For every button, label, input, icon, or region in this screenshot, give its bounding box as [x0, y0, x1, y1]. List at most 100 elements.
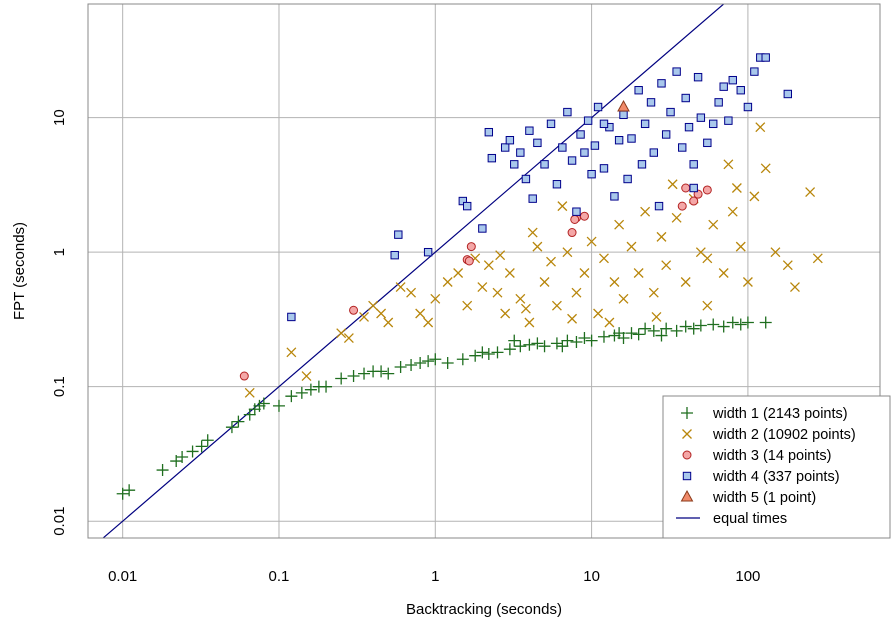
- data-point: [462, 300, 473, 311]
- y-tick-label: 1: [51, 248, 68, 256]
- data-point: [394, 230, 403, 239]
- data-point: [702, 253, 713, 264]
- data-point: [156, 464, 169, 477]
- data-point: [646, 98, 656, 107]
- data-point: [469, 349, 482, 362]
- data-point: [680, 277, 691, 287]
- series-5: [617, 99, 630, 112]
- data-point: [295, 386, 308, 399]
- data-point: [661, 260, 672, 271]
- data-point: [585, 334, 598, 347]
- legend-label: width 3 (14 points): [712, 448, 831, 464]
- series-1: [116, 316, 772, 500]
- data-point: [561, 334, 574, 347]
- data-point: [515, 293, 526, 304]
- data-point: [458, 196, 468, 206]
- grid-lines: [88, 4, 880, 538]
- data-point: [382, 367, 395, 380]
- data-point: [524, 317, 535, 328]
- data-point: [116, 487, 129, 500]
- data-point: [423, 317, 434, 328]
- data-point: [503, 343, 516, 356]
- data-point: [678, 143, 687, 152]
- plot-frame: [87, 3, 881, 539]
- data-point: [558, 143, 567, 152]
- data-point: [335, 372, 348, 385]
- y-tick-labels: 0.01 0.1 1 10: [51, 109, 68, 535]
- data-point: [689, 160, 698, 169]
- data-point: [441, 357, 454, 370]
- legend-label: width 4 (337 points): [712, 469, 840, 485]
- data-point: [687, 322, 700, 335]
- data-point: [583, 116, 593, 125]
- data-point: [442, 277, 453, 287]
- data-point: [619, 110, 628, 120]
- data-point: [609, 277, 620, 287]
- data-point: [587, 169, 596, 179]
- data-point: [593, 102, 603, 112]
- data-point: [429, 353, 442, 366]
- data-point: [684, 122, 694, 132]
- data-point: [709, 119, 718, 129]
- data-point: [466, 242, 476, 252]
- data-point: [286, 347, 297, 358]
- data-point: [805, 187, 816, 197]
- data-point: [750, 67, 759, 76]
- data-point: [456, 353, 469, 366]
- data-point: [514, 340, 527, 353]
- data-point: [552, 180, 562, 189]
- data-point: [533, 138, 542, 148]
- data-point: [578, 332, 591, 345]
- data-point: [735, 241, 746, 252]
- data-point: [430, 293, 441, 304]
- x-tick-labels: 0.01 0.1 1 10 100: [108, 568, 760, 585]
- series-4: [287, 53, 793, 322]
- data-point: [604, 317, 615, 328]
- data-point: [681, 93, 690, 103]
- data-point: [406, 287, 417, 298]
- data-point: [672, 67, 681, 76]
- series-3: [239, 183, 712, 381]
- data-point: [500, 308, 511, 319]
- data-point: [657, 79, 666, 88]
- data-point: [521, 174, 531, 184]
- legend-label: width 1 (2143 points): [712, 406, 848, 422]
- data-point: [556, 340, 569, 353]
- data-point: [244, 387, 255, 398]
- data-point: [478, 224, 487, 233]
- data-point: [679, 320, 692, 333]
- data-point: [727, 206, 738, 217]
- data-point: [579, 211, 589, 221]
- data-point: [567, 228, 577, 238]
- data-point: [717, 320, 730, 333]
- data-point: [654, 201, 664, 211]
- data-point: [527, 227, 538, 238]
- data-point: [599, 253, 609, 264]
- x-tick-label: 0.1: [269, 568, 290, 585]
- data-point: [726, 316, 739, 329]
- data-point: [484, 127, 494, 137]
- data-point: [812, 253, 823, 264]
- data-point: [540, 160, 549, 169]
- data-point: [123, 484, 136, 497]
- data-point: [655, 329, 668, 342]
- data-point: [375, 365, 388, 378]
- data-point: [702, 300, 713, 311]
- data-point: [492, 287, 503, 298]
- data-point: [637, 160, 647, 169]
- data-point: [504, 268, 515, 278]
- data-point: [368, 300, 379, 311]
- data-point: [736, 86, 745, 95]
- legend-box: [662, 395, 891, 539]
- data-point: [358, 367, 371, 380]
- equal-times-line-path: [102, 4, 725, 538]
- x-tick-label: 1: [431, 568, 439, 585]
- data-point: [257, 397, 270, 410]
- data-point: [415, 308, 426, 319]
- data-point: [423, 247, 433, 257]
- data-point: [613, 327, 626, 340]
- data-points: [116, 53, 823, 500]
- data-point: [195, 440, 208, 453]
- data-point: [272, 399, 285, 412]
- data-point: [304, 383, 317, 396]
